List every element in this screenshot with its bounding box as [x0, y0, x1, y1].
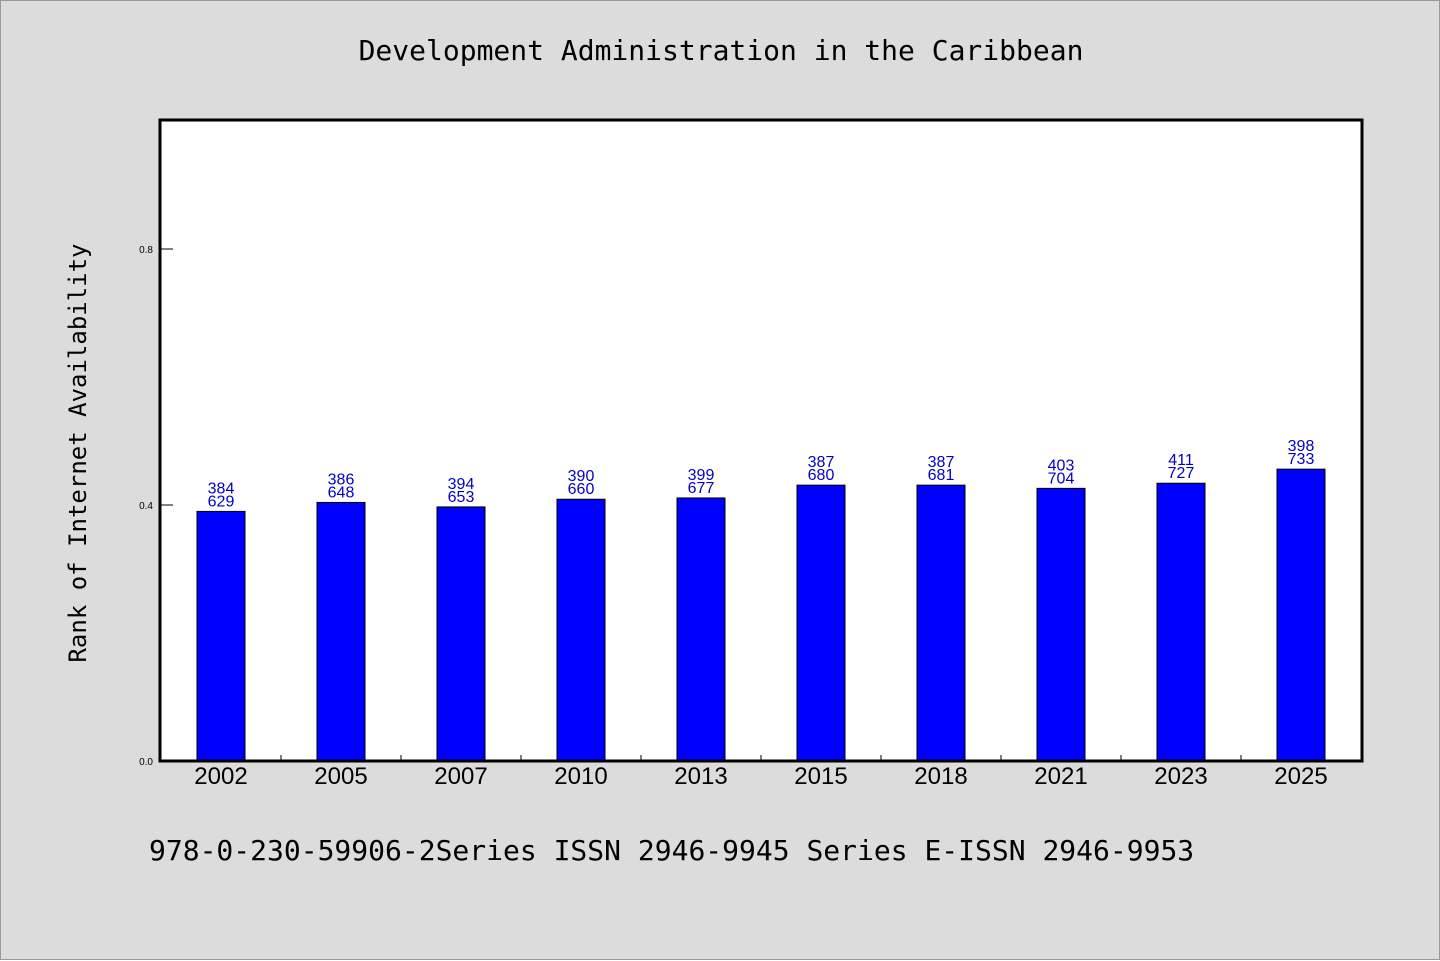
data-label-2023-line1: 411 [1168, 452, 1194, 469]
x-tick-label-2023: 2023 [1154, 763, 1207, 790]
x-tick-label-2007: 2007 [434, 763, 487, 790]
x-tick-label-2018: 2018 [914, 763, 967, 790]
data-label-2015-line1: 387 [808, 454, 835, 471]
x-tick-label-2021: 2021 [1034, 763, 1087, 790]
x-tick-label-2005: 2005 [314, 763, 367, 790]
y-tick-label-0.8: 0.8 [139, 245, 153, 256]
bar-2013 [676, 497, 726, 762]
x-tick-label-2015: 2015 [794, 763, 847, 790]
data-label-2002-line1: 384 [208, 480, 235, 497]
data-label-2010-line1: 390 [568, 468, 595, 485]
data-label-2021-line1: 403 [1048, 457, 1075, 474]
y-tick-label-0.4: 0.4 [139, 501, 153, 512]
bar-2025 [1276, 468, 1326, 762]
x-tick-label-2010: 2010 [554, 763, 607, 790]
bar-2015 [796, 484, 846, 762]
data-label-2021-line2: 704 [1048, 470, 1075, 487]
data-label-2002-line2: 629 [208, 493, 235, 510]
x-tick-label-2025: 2025 [1274, 763, 1327, 790]
data-label-2018-line2: 681 [928, 467, 955, 484]
data-label-2023-line2: 727 [1168, 465, 1195, 482]
bar-2021 [1036, 487, 1086, 762]
data-label-2007-line2: 653 [448, 489, 475, 506]
plot-border [158, 118, 1364, 763]
data-label-2013-line1: 399 [688, 467, 715, 484]
footer-isbn-issn: 978-0-230-59906-2Series ISSN 2946-9945 S… [149, 834, 1195, 867]
data-label-2015-line2: 680 [808, 467, 835, 484]
chart-title: Development Administration in the Caribb… [358, 34, 1084, 67]
bar-2018 [916, 484, 966, 762]
bar-2002 [196, 510, 246, 762]
x-tick-label-2002: 2002 [194, 763, 247, 790]
bar-2023 [1156, 482, 1206, 762]
data-label-2018-line1: 387 [928, 454, 955, 471]
data-label-2025-line2: 733 [1288, 451, 1315, 468]
bar-2007 [436, 506, 486, 762]
data-label-2005-line1: 386 [328, 471, 355, 488]
bar-2005 [316, 501, 366, 762]
data-label-2010-line2: 660 [568, 481, 595, 498]
data-label-2007-line1: 394 [448, 476, 475, 493]
bar-2010 [556, 498, 606, 762]
y-tick-label-0.0: 0.0 [139, 757, 153, 768]
data-label-2025-line1: 398 [1288, 438, 1315, 455]
data-label-2013-line2: 677 [688, 480, 715, 497]
x-tick-label-2013: 2013 [674, 763, 727, 790]
data-label-2005-line2: 648 [328, 484, 355, 501]
